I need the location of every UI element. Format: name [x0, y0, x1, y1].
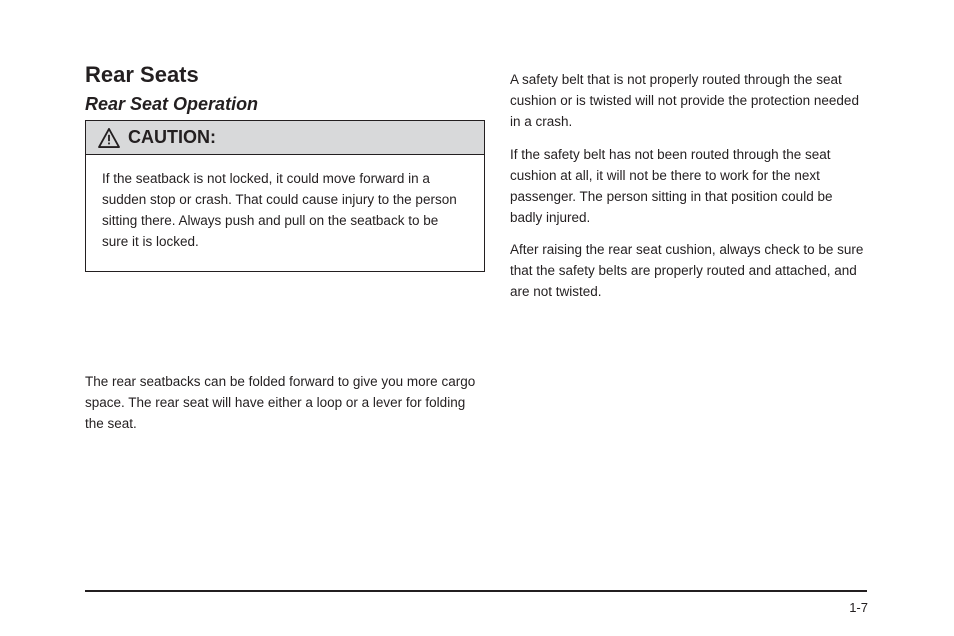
right-paragraph-1: A safety belt that is not properly route…: [510, 70, 865, 133]
page-number: 1-7: [849, 600, 868, 615]
warning-triangle-icon: [98, 128, 120, 148]
section-heading: Rear Seats: [85, 62, 199, 88]
caution-title: CAUTION:: [128, 127, 216, 148]
left-column-paragraph: The rear seatbacks can be folded forward…: [85, 372, 485, 435]
caution-box: CAUTION: If the seatback is not locked, …: [85, 120, 485, 272]
caution-header: CAUTION:: [86, 121, 484, 155]
caution-body-text: If the seatback is not locked, it could …: [86, 155, 484, 271]
right-column: A safety belt that is not properly route…: [510, 70, 865, 315]
right-paragraph-2: If the safety belt has not been routed t…: [510, 145, 865, 229]
page-footer-rule: [85, 590, 867, 592]
subsection-heading: Rear Seat Operation: [85, 94, 258, 115]
right-paragraph-3: After raising the rear seat cushion, alw…: [510, 240, 865, 303]
